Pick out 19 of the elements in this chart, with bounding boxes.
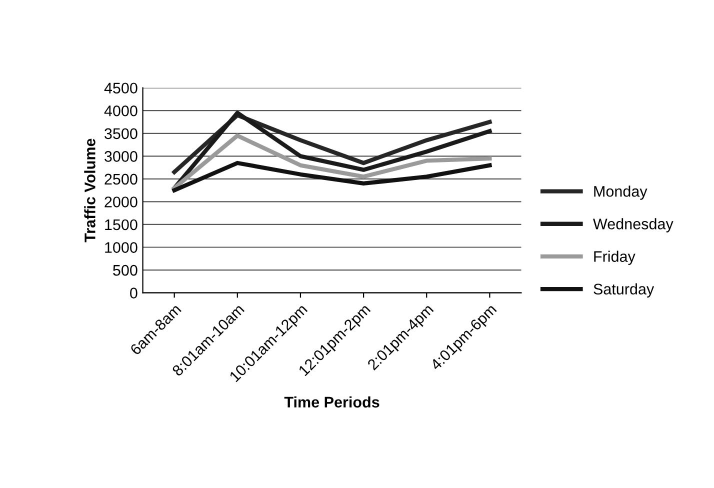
y-tick-label: 500 [113, 264, 138, 276]
legend-label: Saturday [594, 283, 654, 298]
y-tick-label: 2000 [104, 196, 138, 208]
legend-label: Friday [594, 250, 636, 265]
y-tick-label: 3000 [104, 151, 138, 162]
line-series [172, 160, 492, 192]
y-axis-title: Traffic Volume [84, 138, 96, 242]
x-axis-title: Time Periods [284, 396, 380, 408]
legend-label: Monday [594, 186, 648, 200]
y-tick-label: 4000 [104, 105, 138, 116]
y-tick-label: 1000 [105, 242, 138, 253]
line-series [172, 134, 492, 190]
line-series [172, 110, 492, 190]
y-tick-label: 1500 [105, 219, 138, 230]
y-tick-label: 3500 [104, 128, 138, 140]
y-tick-label: 2500 [104, 174, 138, 185]
legend-label: Wednesday [593, 218, 674, 232]
y-tick-label: 4500 [104, 82, 138, 94]
y-tick-label: 0 [130, 288, 138, 298]
